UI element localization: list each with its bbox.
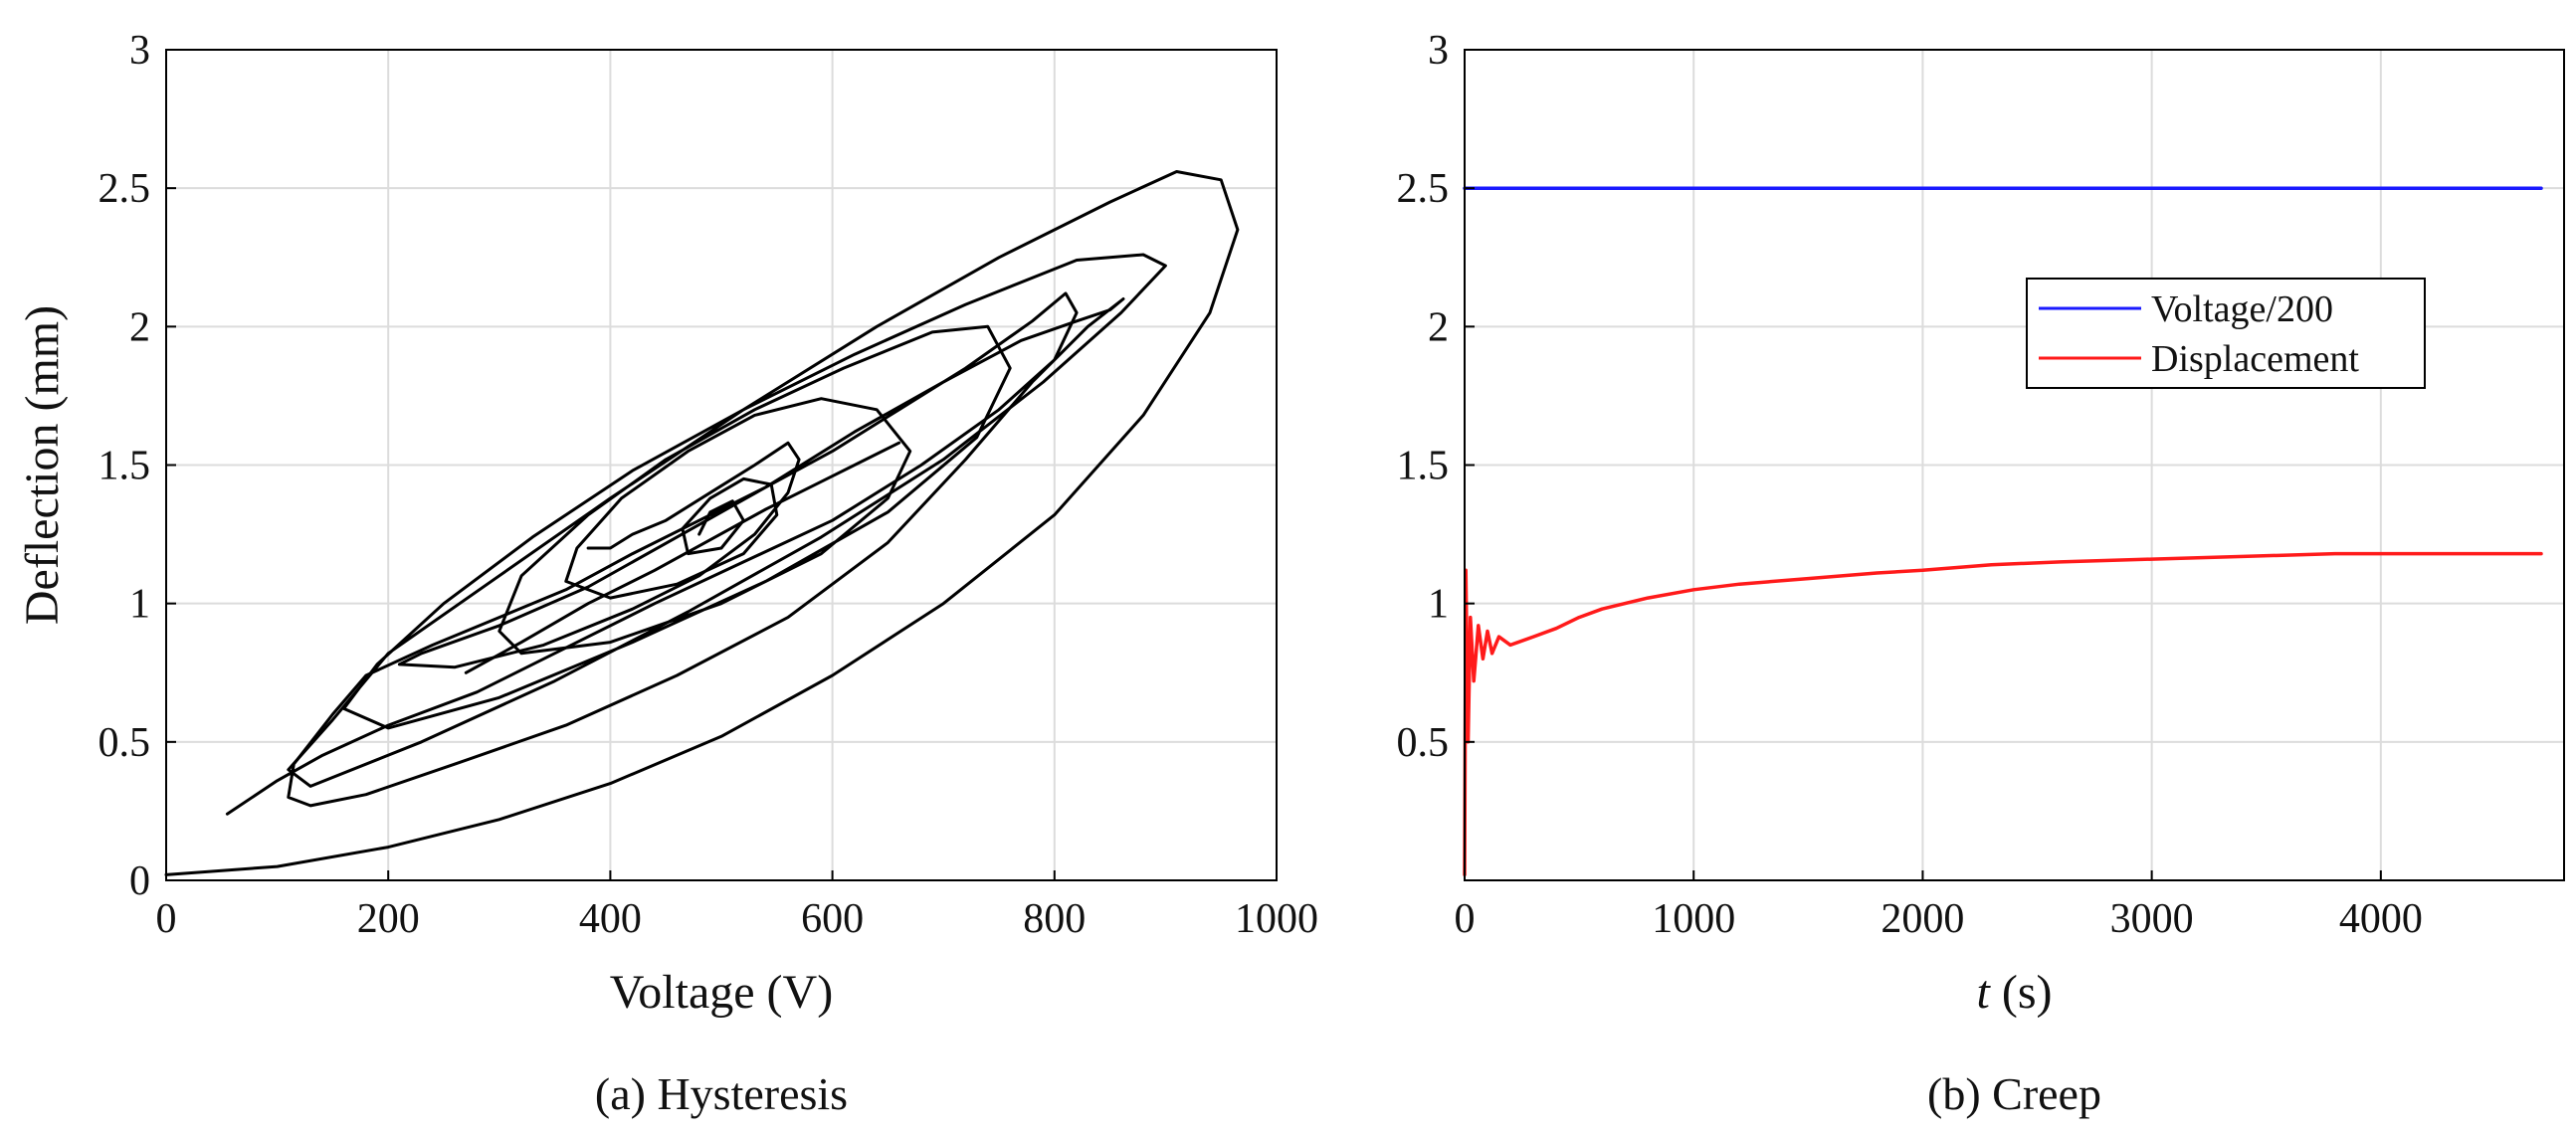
creep-x-axis-label-unit: (s) bbox=[1990, 966, 2053, 1019]
x-tick-label: 200 bbox=[357, 896, 420, 942]
x-tick-label: 2000 bbox=[1881, 896, 1964, 942]
creep-legend-box bbox=[2026, 278, 2426, 389]
hysteresis-x-axis-label: Voltage (V) bbox=[610, 966, 833, 1019]
y-tick-label: 1 bbox=[1428, 582, 1449, 628]
y-tick-label: 1.5 bbox=[1397, 444, 1450, 489]
x-tick-label: 1000 bbox=[1235, 896, 1318, 942]
y-tick-label: 1.5 bbox=[99, 444, 151, 489]
x-tick-label: 4000 bbox=[2339, 896, 2423, 942]
x-tick-label: 600 bbox=[801, 896, 864, 942]
displacement-series-line bbox=[1463, 551, 2543, 877]
y-tick-label: 0.5 bbox=[1397, 720, 1450, 766]
hysteresis-caption: (a) Hysteresis bbox=[595, 1068, 848, 1119]
legend-label-displacement: Displacement bbox=[2151, 338, 2359, 380]
creep-panel: 0 1000 2000 3000 4000 0.5 1 1.5 2 2.5 3 t (s) (b) … bbox=[1397, 28, 2565, 1119]
hysteresis-y-axis-label: Deflection (mm) bbox=[16, 305, 69, 625]
y-tick-label: 2 bbox=[1428, 304, 1449, 350]
y-tick-label: 0.5 bbox=[99, 720, 151, 766]
hysteresis-grid bbox=[166, 50, 1277, 880]
creep-tick-labels: 0 1000 2000 3000 4000 0.5 1 1.5 2 2.5 3 bbox=[1397, 28, 2423, 942]
y-tick-label: 1 bbox=[129, 582, 150, 628]
x-tick-label: 0 bbox=[1455, 896, 1476, 942]
hysteresis-tick-labels: 0 200 400 600 800 1000 0 0.5 1 1.5 2 2.5 3 bbox=[99, 28, 1319, 942]
x-tick-label: 0 bbox=[156, 896, 177, 942]
creep-grid bbox=[1465, 50, 2564, 880]
curve-2-series-line bbox=[225, 291, 1125, 816]
legend-label-voltage: Voltage/200 bbox=[2151, 288, 2333, 330]
creep-x-axis-label-italic: t bbox=[1977, 966, 1992, 1019]
x-tick-label: 3000 bbox=[2110, 896, 2194, 942]
x-tick-label: 1000 bbox=[1652, 896, 1735, 942]
curve-3-series-line bbox=[464, 441, 901, 674]
creep-caption: (b) Creep bbox=[1927, 1068, 2101, 1119]
creep-legend: Voltage/200 Displacement bbox=[2026, 278, 2426, 389]
creep-series-group bbox=[1463, 186, 2543, 877]
y-tick-label: 2.5 bbox=[99, 166, 151, 212]
y-tick-label: 3 bbox=[129, 28, 150, 74]
creep-x-axis-label: t (s) bbox=[1977, 966, 2053, 1019]
y-tick-label: 3 bbox=[1428, 28, 1449, 74]
y-tick-label: 0 bbox=[129, 858, 150, 904]
hysteresis-series-group bbox=[164, 170, 1240, 876]
y-tick-label: 2.5 bbox=[1397, 166, 1450, 212]
x-tick-label: 400 bbox=[579, 896, 642, 942]
hysteresis-panel: 0 200 400 600 800 1000 0 0.5 1 1.5 2 2.5 3 Voltage (… bbox=[16, 28, 1318, 1119]
x-tick-label: 800 bbox=[1023, 896, 1086, 942]
y-tick-label: 2 bbox=[129, 304, 150, 350]
